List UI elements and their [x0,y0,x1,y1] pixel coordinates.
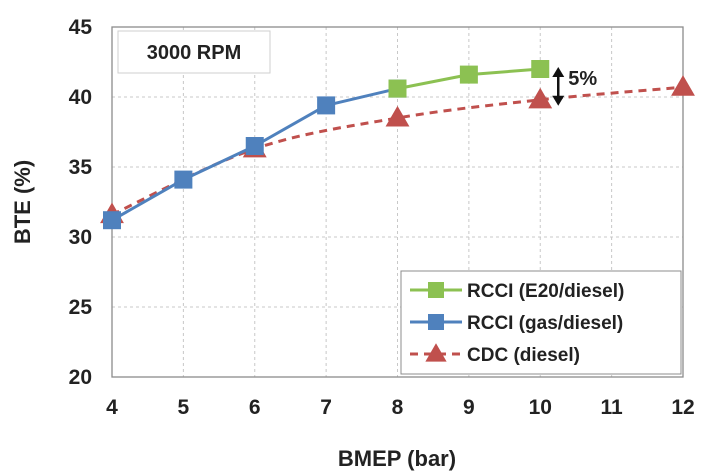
data-point [531,60,550,78]
data-point [388,79,407,98]
y-tick-label: 35 [69,156,93,179]
gap-label: 5% [568,68,597,90]
gap-annotation: 5% [552,67,597,106]
y-tick-label: 25 [69,296,93,319]
x-tick-label: 7 [320,396,332,419]
x-tick-label: 5 [178,396,190,419]
data-point [174,170,193,189]
legend-item: RCCI (E20/diesel) [410,281,624,302]
gap-arrow-head-up [552,67,565,77]
x-tick-label: 4 [106,396,118,419]
x-tick-label: 10 [529,396,552,419]
y-tick-label: 20 [69,366,92,389]
x-tick-label: 8 [392,396,404,419]
x-tick-label: 12 [671,396,694,419]
data-point [671,75,695,96]
x-axis-title: BMEP (bar) [338,446,456,471]
legend-label: CDC (diesel) [467,345,580,366]
gap-arrow-head-down [552,95,565,106]
data-point [103,211,121,230]
series-RCCI (E20/diesel) [388,60,550,98]
data-point [528,87,553,109]
x-tick-label: 9 [463,396,475,419]
rpm-annotation-text: 3000 RPM [147,42,242,64]
legend-swatch-marker [428,314,444,330]
legend-label: RCCI (gas/diesel) [467,313,623,334]
legend-label: RCCI (E20/diesel) [467,281,624,302]
data-point [459,65,478,84]
plot-area-border [111,26,684,378]
rpm-annotation-box [117,30,271,74]
legend-item: CDC (diesel) [410,343,580,366]
x-tick-label: 11 [601,396,624,419]
y-tick-label: 45 [69,16,93,39]
y-tick-label: 40 [69,86,92,109]
data-point [245,137,264,155]
legend-swatch-marker [428,282,444,298]
legend-item: RCCI (gas/diesel) [410,313,623,334]
legend-swatch-marker [425,343,447,362]
data-point [317,96,336,115]
legend: RCCI (E20/diesel) RCCI (gas/diesel) CDC (d… [400,270,682,375]
y-axis-title: BTE (%) [10,160,35,244]
y-tick-label: 30 [69,226,92,249]
series-RCCI (gas/diesel) [103,79,407,230]
data-point [385,105,410,127]
x-tick-label: 6 [249,396,261,419]
series-layer [100,60,695,230]
rpm-annotation: 3000 RPM [117,30,271,74]
